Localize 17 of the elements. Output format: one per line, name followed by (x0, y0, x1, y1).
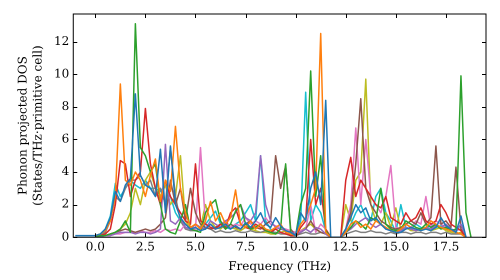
y-tick-label: 8 (62, 98, 70, 113)
y-tick-label: 12 (54, 34, 70, 48)
y-tick-label: 0 (62, 229, 70, 244)
y-tick-label: 2 (62, 196, 70, 211)
x-tick-label: 12.5 (332, 240, 360, 254)
x-tick-label: 10.0 (282, 240, 310, 254)
x-tick-label: 2.5 (136, 240, 155, 254)
x-tick-label: 5.0 (186, 240, 206, 254)
x-tick-label: 0.0 (86, 240, 105, 254)
y-tick-label: 4 (62, 164, 70, 178)
x-tick-label: 17.5 (432, 240, 460, 254)
y-tick-label: 6 (62, 132, 70, 146)
x-tick-label: 15.0 (382, 240, 410, 254)
x-tick-label: 7.5 (236, 240, 256, 254)
y-tick-label: 10 (54, 66, 70, 80)
x-axis-title: Frequency (THz) (228, 258, 332, 273)
y-axis-title: Phonon projected DOS (States/THz·primitive cell) (16, 45, 45, 206)
